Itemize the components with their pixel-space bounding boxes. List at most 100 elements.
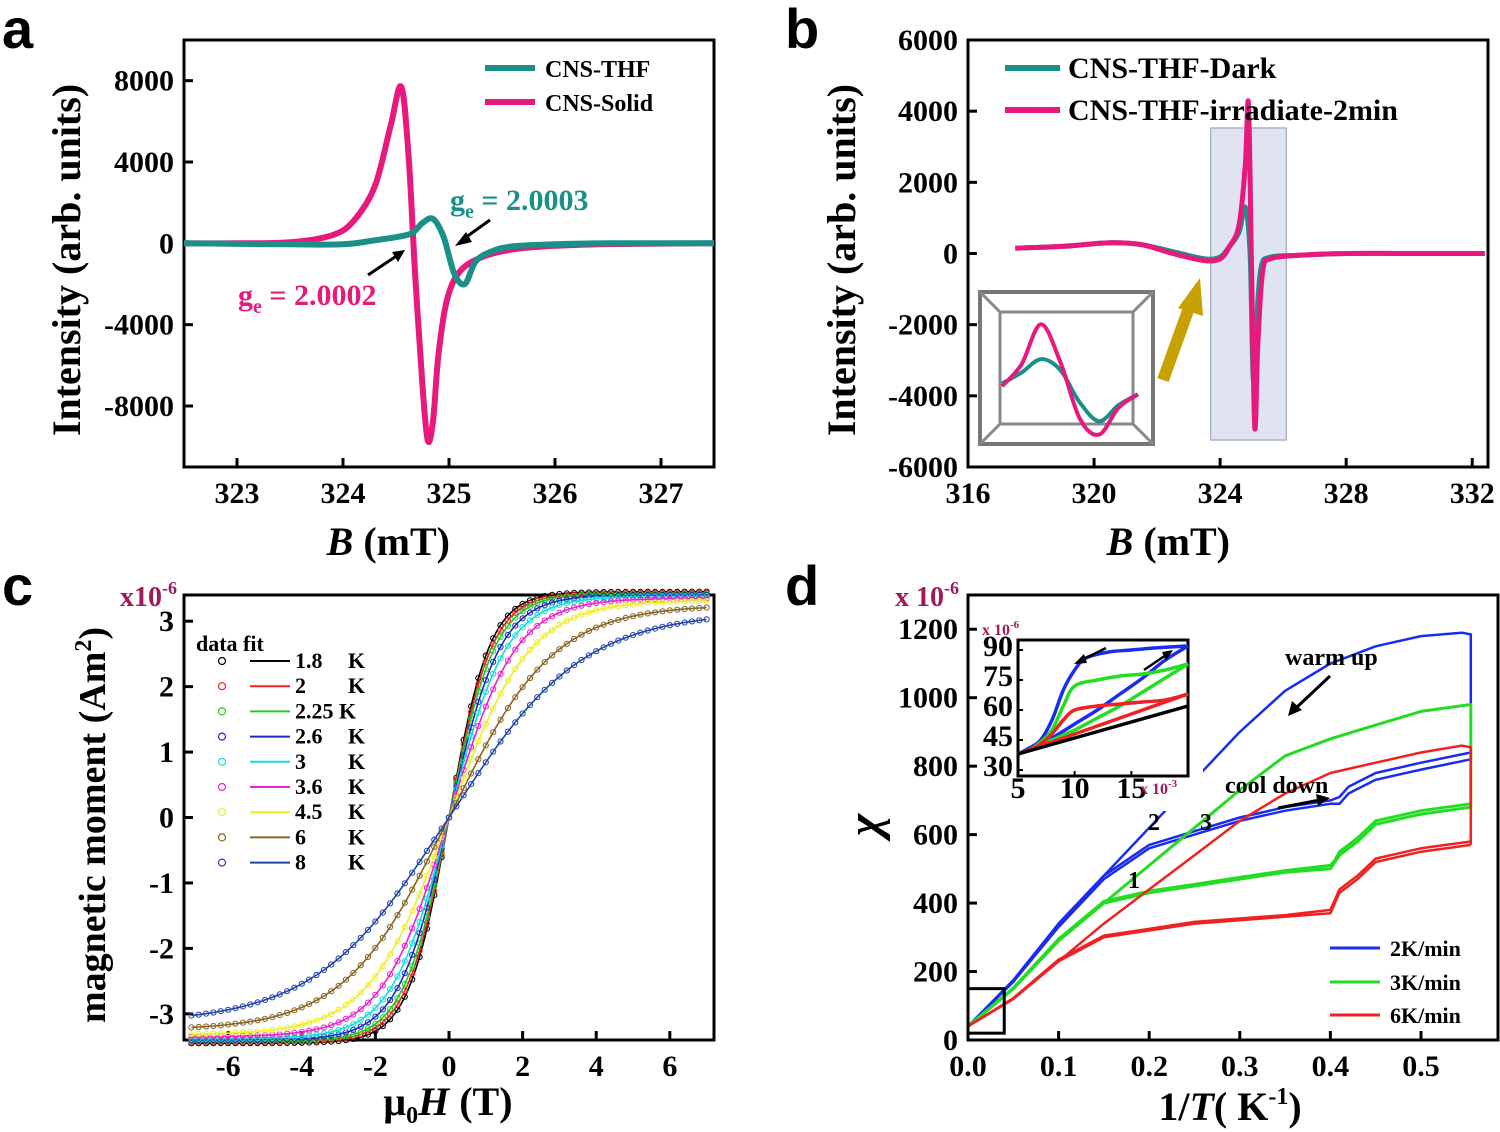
data-point	[607, 640, 615, 647]
data-point	[225, 1030, 232, 1037]
data-point	[637, 600, 644, 607]
data-point	[460, 745, 467, 753]
arrow-cool-down	[1277, 794, 1330, 810]
data-point	[409, 869, 416, 876]
panel-d-scale: x 10-6	[895, 578, 959, 613]
y-tick-label: 1200	[898, 613, 958, 646]
data-point	[534, 612, 541, 619]
y-tick-label: -2	[149, 932, 174, 965]
data-point	[607, 619, 615, 626]
inset-x-scale-exp: -3	[1168, 778, 1178, 790]
data-point	[416, 930, 423, 937]
inset-curve-pink	[1000, 322, 1140, 437]
data-point	[615, 637, 622, 644]
data-point	[482, 720, 489, 728]
data-point	[357, 989, 364, 996]
data-point	[372, 918, 379, 925]
data-point	[423, 872, 430, 879]
data-point	[475, 722, 482, 730]
data-point	[652, 599, 659, 606]
data-point	[291, 1033, 298, 1040]
data-point	[541, 597, 548, 604]
data-point	[482, 666, 489, 673]
data-point	[401, 899, 408, 906]
data-point	[379, 909, 386, 916]
data-point	[622, 634, 629, 641]
data-point	[423, 895, 430, 902]
data-point	[401, 980, 408, 988]
legend-unit: K	[348, 799, 365, 824]
data-point	[328, 961, 335, 968]
data-point	[261, 1027, 269, 1034]
data-point	[526, 702, 534, 709]
data-point	[526, 617, 534, 624]
data-point	[328, 988, 335, 995]
data-point	[637, 596, 644, 603]
data-point	[387, 1006, 394, 1013]
data-point	[637, 611, 644, 618]
data-point	[637, 629, 644, 636]
data-point	[232, 1005, 239, 1012]
data-point	[416, 872, 423, 879]
x-tick-label: 327	[639, 477, 684, 510]
legend-marker	[217, 757, 227, 766]
zoom-arrow-head	[1178, 278, 1203, 316]
annotation-cool-down: cool down	[1225, 773, 1328, 799]
data-point	[490, 670, 497, 677]
data-point	[585, 596, 593, 603]
data-point	[504, 622, 511, 630]
y-tick-label: 400	[913, 887, 958, 920]
inset-edge	[978, 290, 1002, 314]
legend-label-dark: CNS-THF-Dark	[1068, 52, 1277, 85]
series-2k-min-b	[967, 758, 1472, 1028]
legend-label: 2.6	[295, 724, 323, 749]
arrow-solid	[367, 250, 405, 277]
data-point	[269, 1014, 276, 1021]
y-tick-label: 6000	[898, 24, 958, 57]
data-point	[593, 648, 600, 655]
data-point	[232, 1020, 239, 1027]
inset-frame	[1016, 638, 1190, 778]
data-point	[320, 1030, 327, 1037]
data-point	[335, 982, 342, 989]
data-point	[431, 853, 438, 860]
data-point	[519, 604, 526, 611]
data-point	[291, 984, 298, 991]
panel-a-xlabel: B (mT)	[326, 519, 450, 564]
x-tick-label: 324	[321, 477, 366, 510]
data-point	[541, 607, 548, 615]
data-point	[475, 756, 482, 763]
data-point	[578, 631, 585, 638]
data-point	[519, 684, 526, 691]
annotation-1: 1	[1128, 868, 1140, 894]
data-point	[254, 1028, 261, 1035]
inset-x-tick-label: 15	[1116, 772, 1146, 805]
data-point	[681, 605, 688, 613]
data-point	[364, 953, 372, 961]
annotation-3: 3	[1200, 810, 1212, 836]
data-point	[482, 677, 489, 684]
x-tick-label: 328	[1324, 477, 1369, 510]
data-point	[460, 792, 467, 799]
data-point	[563, 596, 570, 603]
legend-label-cns-solid: CNS-Solid	[545, 91, 654, 117]
data-point	[585, 601, 593, 608]
data-point	[342, 1015, 349, 1022]
legend-label-2k: 2K/min	[1390, 936, 1461, 961]
data-point	[556, 646, 563, 653]
data-point	[350, 996, 357, 1003]
data-point	[394, 985, 401, 992]
data-point	[688, 605, 696, 612]
data-point	[563, 667, 570, 674]
data-point	[460, 775, 467, 782]
data-point	[497, 690, 504, 697]
data-point	[549, 679, 556, 687]
data-point	[585, 652, 593, 659]
data-point	[416, 919, 423, 926]
data-point	[416, 858, 423, 866]
data-point	[666, 598, 673, 605]
data-point	[379, 982, 386, 989]
data-point	[335, 1031, 342, 1038]
x-tick-label: 0.3	[1221, 1050, 1259, 1083]
data-point	[423, 847, 430, 855]
